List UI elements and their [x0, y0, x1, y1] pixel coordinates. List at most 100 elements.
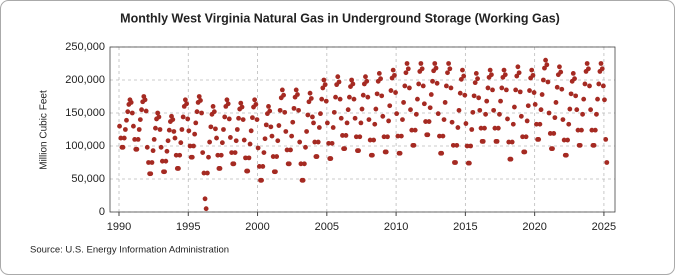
point [598, 61, 604, 66]
point [178, 140, 184, 146]
point [478, 125, 484, 131]
point [243, 155, 248, 161]
point [544, 62, 550, 68]
point [579, 127, 584, 133]
point [561, 137, 567, 143]
point [379, 93, 385, 99]
point [227, 135, 233, 140]
point [529, 67, 535, 73]
point [557, 64, 562, 70]
point [393, 90, 398, 95]
point [554, 84, 560, 90]
point [357, 134, 363, 140]
y-axis-label: Million Cubic Feet [39, 90, 50, 170]
point [308, 96, 314, 101]
point [455, 125, 461, 130]
point [120, 144, 126, 150]
y-tick-label: 250,000 [65, 41, 105, 53]
point [520, 134, 525, 140]
point [412, 127, 418, 133]
point [406, 85, 412, 91]
point [314, 154, 320, 159]
point [497, 111, 502, 117]
point [150, 148, 156, 154]
point [180, 114, 186, 120]
point [343, 133, 349, 138]
point [132, 137, 138, 142]
point [592, 127, 598, 133]
point [570, 71, 576, 76]
point [550, 146, 555, 152]
point [319, 96, 325, 102]
point [490, 87, 495, 93]
x-tick-label: 2000 [245, 221, 269, 233]
point [131, 123, 136, 129]
point [201, 170, 207, 176]
point [351, 96, 357, 102]
point [255, 145, 261, 151]
point [390, 67, 396, 73]
point [289, 133, 295, 139]
point [193, 120, 199, 126]
point [413, 111, 419, 117]
point [284, 147, 290, 153]
point [594, 111, 599, 117]
point [398, 133, 404, 139]
point [364, 78, 370, 84]
y-tick-label: 200,000 [65, 74, 105, 86]
point [282, 109, 288, 115]
point [225, 101, 231, 107]
point [423, 119, 429, 124]
point [261, 150, 267, 156]
source: Source: U.S. Energy Information Administ… [30, 245, 229, 256]
point [259, 177, 264, 183]
point [240, 117, 246, 122]
point [295, 92, 300, 97]
point [546, 110, 552, 116]
point [603, 137, 609, 142]
point [565, 137, 571, 143]
point [445, 70, 450, 76]
point [378, 76, 383, 82]
point [283, 129, 289, 134]
point [219, 140, 225, 146]
point [560, 117, 566, 122]
point [250, 115, 255, 121]
point [435, 111, 441, 117]
point [266, 104, 271, 109]
point [437, 133, 442, 139]
point [595, 96, 600, 102]
point [580, 111, 585, 117]
point [581, 96, 587, 102]
point [298, 161, 304, 167]
point [482, 125, 487, 131]
point [523, 134, 529, 140]
point [293, 87, 299, 93]
point [509, 139, 515, 145]
point [128, 100, 134, 105]
x-tick-label: 2010 [384, 221, 408, 233]
point [177, 152, 183, 158]
point [171, 129, 177, 134]
point [333, 94, 338, 100]
point [206, 154, 211, 160]
point [254, 117, 260, 122]
point [149, 160, 155, 165]
point [340, 133, 345, 138]
point [582, 81, 588, 87]
x-tick-label: 1990 [107, 221, 131, 233]
point [122, 127, 128, 132]
point [153, 125, 158, 131]
point [468, 143, 474, 149]
point [525, 103, 531, 109]
point [281, 92, 286, 98]
point [297, 139, 303, 145]
point [489, 72, 494, 78]
point [397, 150, 403, 156]
point [291, 105, 297, 111]
point [234, 127, 240, 132]
point [408, 107, 413, 113]
point [117, 123, 122, 129]
point [513, 87, 519, 93]
x-tick-label: 2020 [522, 221, 546, 233]
